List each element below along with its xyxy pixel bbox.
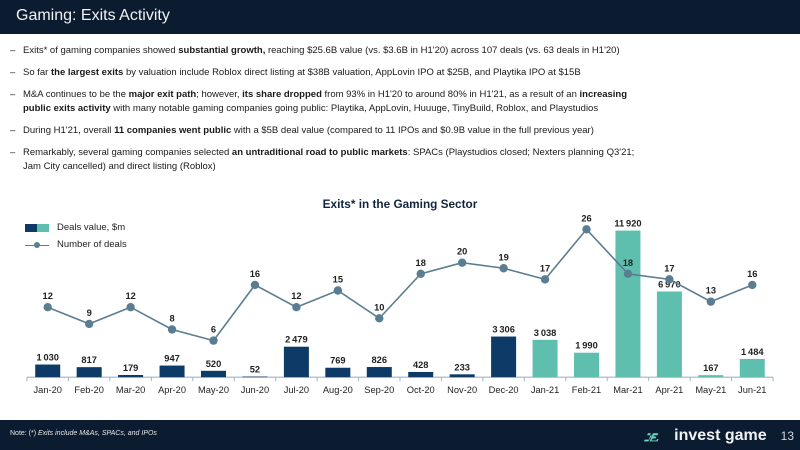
svg-text:Mar-20: Mar-20 [116,385,145,395]
svg-text:11 920: 11 920 [614,219,641,229]
svg-text:1 484: 1 484 [741,347,764,357]
svg-text:17: 17 [664,263,674,273]
svg-text:12: 12 [291,291,301,301]
svg-text:Dec-20: Dec-20 [489,385,519,395]
svg-text:3 038: 3 038 [534,328,557,338]
svg-text:817: 817 [81,355,97,365]
svg-text:16: 16 [250,269,260,279]
svg-text:Jun-20: Jun-20 [241,385,269,395]
svg-text:520: 520 [206,359,222,369]
svg-text:Jul-20: Jul-20 [284,385,309,395]
svg-text:3 306: 3 306 [492,325,515,335]
svg-text:Oct-20: Oct-20 [407,385,435,395]
svg-text:Feb-21: Feb-21 [572,385,601,395]
svg-text:18: 18 [623,258,633,268]
svg-text:428: 428 [413,360,429,370]
svg-text:10: 10 [374,302,384,312]
svg-text:17: 17 [540,263,550,273]
svg-text:1 030: 1 030 [36,353,59,363]
svg-text:6: 6 [211,325,216,335]
svg-text:26: 26 [581,213,591,223]
svg-text:20: 20 [457,247,467,257]
svg-text:9: 9 [87,308,92,318]
svg-text:19: 19 [498,252,508,262]
svg-text:233: 233 [454,362,470,372]
svg-text:Sep-20: Sep-20 [364,385,394,395]
svg-text:May-20: May-20 [198,385,229,395]
svg-text:May-21: May-21 [695,385,726,395]
svg-text:13: 13 [706,286,716,296]
svg-text:Jan-21: Jan-21 [531,385,559,395]
svg-text:179: 179 [123,363,139,373]
svg-text:826: 826 [372,355,388,365]
svg-text:16: 16 [747,269,757,279]
svg-text:18: 18 [416,258,426,268]
svg-text:15: 15 [333,275,343,285]
svg-text:167: 167 [703,363,719,373]
svg-text:12: 12 [125,291,135,301]
svg-text:Jun-21: Jun-21 [738,385,766,395]
svg-text:1 990: 1 990 [575,341,598,351]
svg-text:Nov-20: Nov-20 [447,385,477,395]
svg-text:Feb-20: Feb-20 [74,385,103,395]
svg-text:Mar-21: Mar-21 [613,385,642,395]
svg-text:12: 12 [43,291,53,301]
svg-text:Jan-20: Jan-20 [34,385,62,395]
svg-text:Aug-20: Aug-20 [323,385,353,395]
svg-text:769: 769 [330,356,346,366]
svg-text:Apr-20: Apr-20 [158,385,186,395]
svg-text:52: 52 [250,365,260,375]
svg-text:Apr-21: Apr-21 [655,385,683,395]
svg-text:947: 947 [164,354,180,364]
svg-text:2 479: 2 479 [285,335,308,345]
svg-text:8: 8 [169,313,174,323]
